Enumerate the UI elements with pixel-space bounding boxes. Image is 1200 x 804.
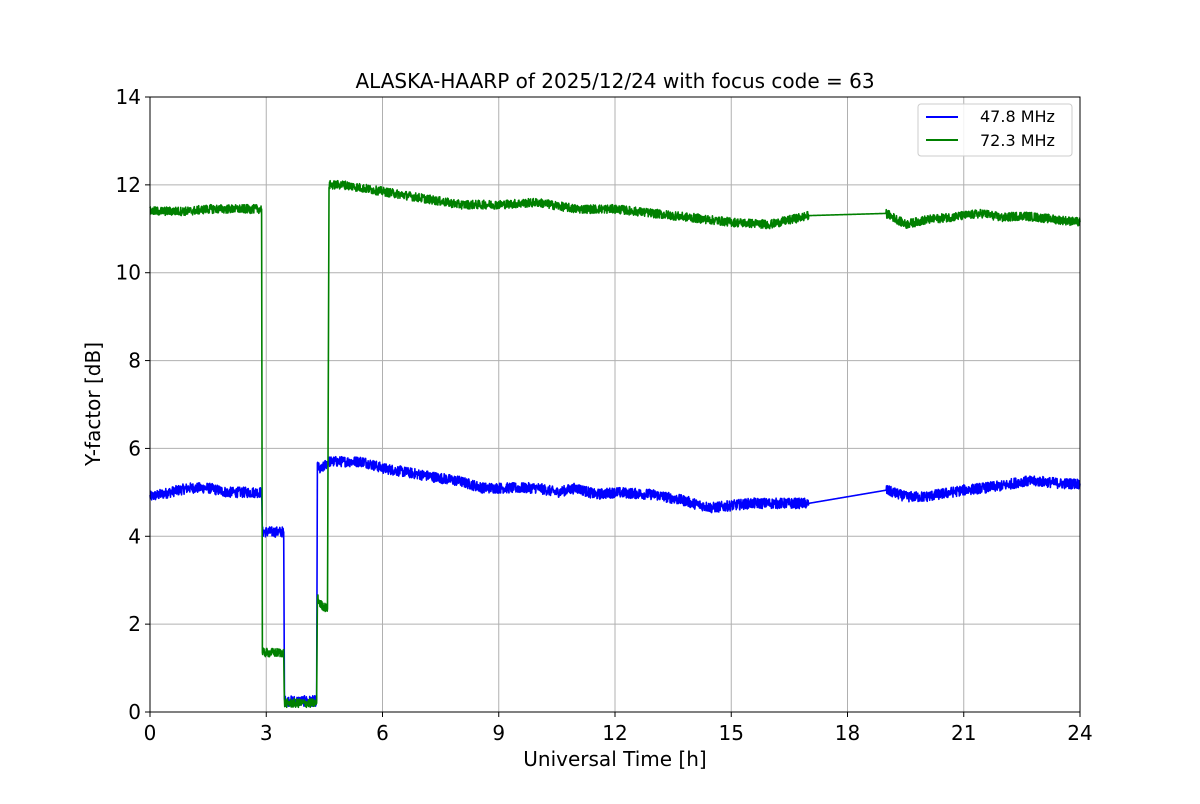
y-tick-label: 12: [116, 173, 141, 197]
y-tick-label: 4: [128, 524, 141, 548]
legend-label-72-3-mhz: 72.3 MHz: [980, 131, 1055, 150]
legend: 47.8 MHz 72.3 MHz: [917, 103, 1073, 157]
x-tick-label: 9: [492, 721, 505, 745]
legend-label-47-8-mhz: 47.8 MHz: [980, 107, 1055, 126]
series-layer: [149, 179, 1081, 709]
chart-title: ALASKA-HAARP of 2025/12/24 with focus co…: [355, 69, 874, 93]
x-tick-label: 6: [376, 721, 389, 745]
y-axis-label: Y-factor [dB]: [81, 342, 105, 467]
x-tick-label: 12: [602, 721, 627, 745]
y-tick-label: 0: [128, 700, 141, 724]
y-tick-label: 14: [116, 85, 141, 109]
x-axis-label: Universal Time [h]: [523, 747, 706, 771]
x-tick-label: 3: [260, 721, 273, 745]
x-tick-label: 0: [144, 721, 157, 745]
x-tick-label: 15: [719, 721, 744, 745]
y-tick-label: 8: [128, 349, 141, 373]
y-axis-ticks: 0 2 4 6 8 10 12 14: [116, 85, 150, 724]
series-line-72-3-mhz: [149, 179, 1081, 709]
x-tick-label: 24: [1067, 721, 1092, 745]
y-tick-label: 2: [128, 612, 141, 636]
y-tick-label: 10: [116, 261, 141, 285]
x-tick-label: 18: [835, 721, 860, 745]
x-tick-label: 21: [951, 721, 976, 745]
y-tick-label: 6: [128, 436, 141, 460]
x-axis-ticks: 0 3 6 9 12 15 18 21 24: [144, 712, 1093, 745]
